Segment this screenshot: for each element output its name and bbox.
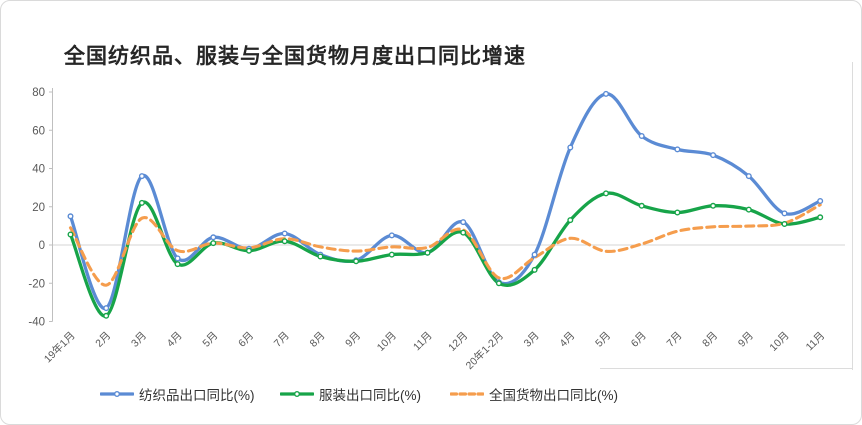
data-point-clothing	[103, 312, 110, 319]
legend-item-clothing: 服装出口同比(%)	[280, 382, 421, 406]
x-axis-label: 4月	[165, 330, 185, 350]
data-point-clothing	[245, 247, 252, 254]
data-point-textile	[103, 305, 110, 312]
data-point-clothing	[745, 206, 752, 213]
data-point-textile	[210, 234, 217, 241]
data-point-textile	[745, 173, 752, 180]
chart-legend: 纺织品出口同比(%) 服装出口同比(%) 全国货物出口同比(%)	[0, 382, 862, 408]
chart-title: 全国纺织品、服装与全国货物月度出口同比增速	[64, 45, 526, 68]
data-point-clothing	[781, 220, 788, 227]
legend-swatch-clothing-line	[280, 391, 314, 397]
series-line-clothing	[68, 191, 822, 318]
data-point-textile	[710, 152, 717, 159]
data-point-textile	[138, 173, 145, 180]
data-point-clothing	[674, 209, 681, 216]
data-point-textile	[531, 251, 538, 258]
data-point-clothing	[353, 258, 360, 265]
legend-label-clothing: 服装出口同比(%)	[319, 388, 421, 403]
data-point-clothing	[495, 280, 502, 287]
x-axis-label: 5月	[593, 330, 613, 350]
legend-swatch-textile-line	[100, 391, 134, 397]
x-axis-label: 12月	[446, 330, 470, 354]
data-point-textile	[817, 197, 824, 204]
x-axis-label: 20年1-2月	[463, 329, 506, 372]
series-line-total-goods	[68, 203, 822, 287]
data-point-textile	[281, 230, 288, 237]
y-axis-label: -40	[28, 317, 45, 329]
x-axis-label: 5月	[200, 330, 220, 350]
x-axis-label: 2月	[93, 330, 113, 350]
data-point-clothing	[210, 240, 217, 247]
x-axis-label: 6月	[236, 330, 256, 350]
series-line-textile	[68, 92, 822, 310]
y-axis-label: 60	[32, 125, 45, 137]
data-point-clothing	[67, 231, 74, 238]
legend-label-total-goods: 全国货物出口同比(%)	[489, 388, 618, 403]
x-axis-label: 6月	[629, 330, 649, 350]
data-point-textile	[781, 210, 788, 217]
data-point-textile	[638, 132, 645, 139]
data-point-clothing	[138, 199, 145, 206]
data-point-clothing	[424, 249, 431, 256]
y-axis-label: 80	[32, 87, 45, 99]
x-axis-label: 3月	[129, 330, 149, 350]
data-point-clothing	[817, 214, 824, 221]
data-point-clothing	[281, 238, 288, 245]
legend-item-textile: 纺织品出口同比(%)	[100, 382, 255, 406]
x-axis-label: 8月	[307, 330, 327, 350]
data-point-clothing	[638, 202, 645, 209]
data-point-textile	[460, 219, 467, 226]
data-point-clothing	[317, 253, 324, 260]
x-axis-label: 9月	[736, 330, 756, 350]
legend-item-total-goods: 全国货物出口同比(%)	[450, 382, 618, 406]
data-point-clothing	[174, 261, 181, 268]
data-point-textile	[674, 146, 681, 153]
x-axis-label: 10月	[375, 330, 399, 354]
x-axis-label: 7月	[664, 330, 684, 350]
x-axis-label: 8月	[700, 330, 720, 350]
data-point-textile	[388, 232, 395, 239]
legend-swatch-total-goods-line	[450, 392, 484, 396]
x-axis-label: 4月	[557, 330, 577, 350]
y-axis-label: 20	[32, 202, 45, 214]
x-axis-label: 3月	[522, 330, 542, 350]
data-point-textile	[603, 90, 610, 97]
data-point-clothing	[531, 266, 538, 273]
x-axis-label: 10月	[767, 330, 791, 354]
data-point-clothing	[603, 190, 610, 197]
x-axis-label: 9月	[343, 330, 363, 350]
y-axis-label: -20	[28, 278, 45, 290]
x-axis-label: 11月	[804, 330, 828, 354]
data-point-clothing	[460, 229, 467, 236]
legend-label-textile: 纺织品出口同比(%)	[139, 388, 255, 403]
data-point-textile	[567, 144, 574, 151]
x-axis-label: 11月	[411, 330, 435, 354]
data-point-clothing	[388, 251, 395, 258]
y-axis-label: 0	[39, 240, 45, 252]
data-point-textile	[174, 255, 181, 262]
data-point-textile	[67, 213, 74, 220]
data-point-clothing	[567, 217, 574, 224]
x-axis-label: 19年1月	[41, 329, 77, 365]
data-point-clothing	[710, 202, 717, 209]
x-axis-label: 7月	[272, 330, 292, 350]
y-axis-label: 40	[32, 164, 45, 176]
